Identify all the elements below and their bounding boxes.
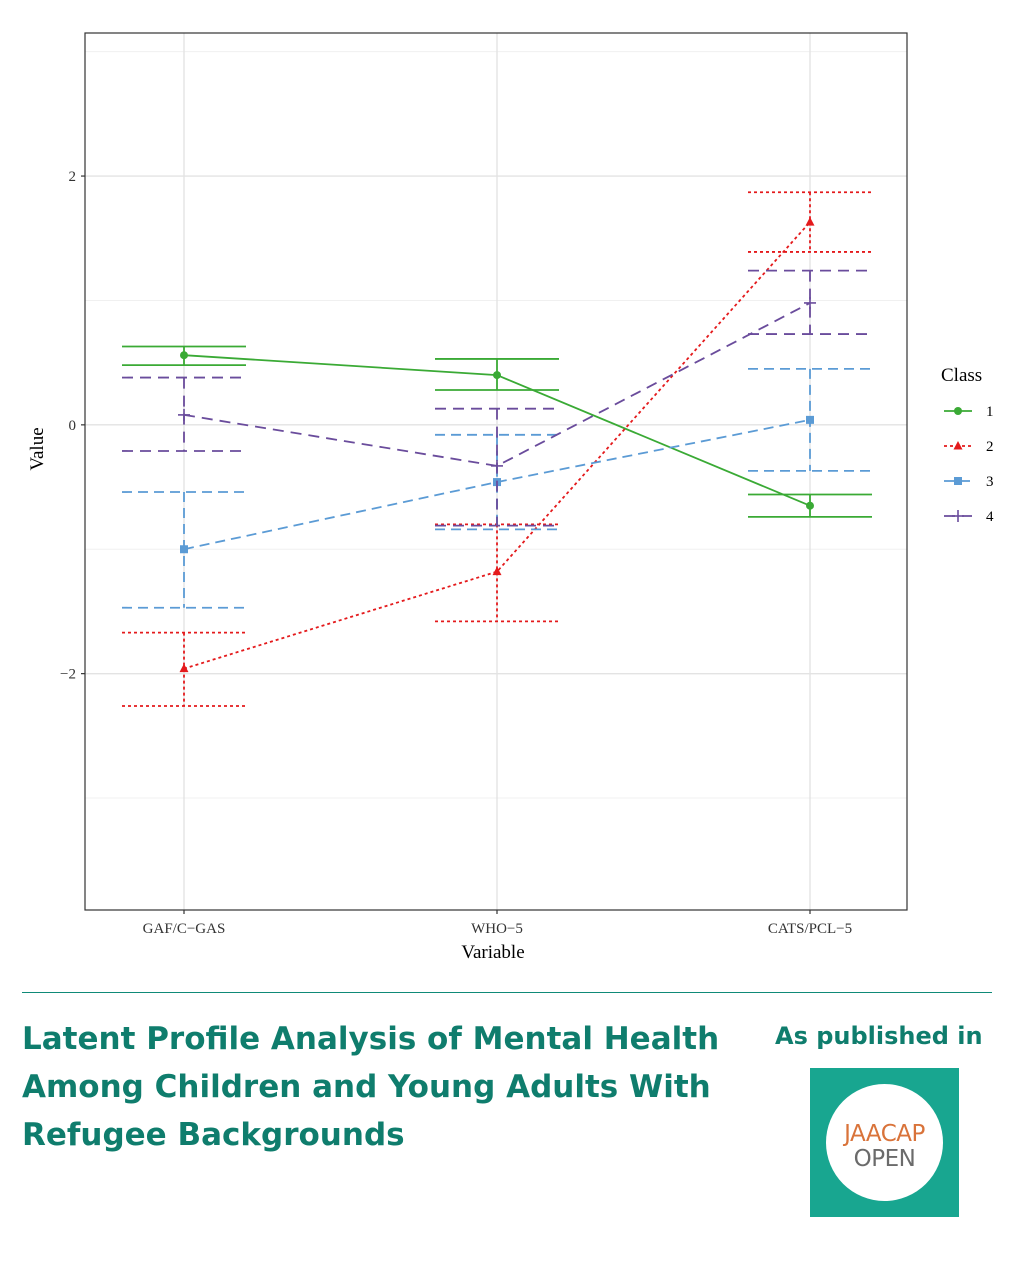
x-tick-label: GAF/C−GAS xyxy=(143,921,226,937)
y-tick-label: 0 xyxy=(69,418,77,434)
series-class-1 xyxy=(122,345,872,518)
series-class-4 xyxy=(122,269,872,527)
x-tick-label: WHO−5 xyxy=(471,921,523,937)
class-1-point xyxy=(806,501,814,510)
class-2-point xyxy=(805,217,815,226)
legend-key-marker-class-2 xyxy=(953,441,963,450)
class-1-point xyxy=(493,371,501,380)
series-layer xyxy=(122,191,872,707)
y-tick-label: 2 xyxy=(69,169,77,185)
class-4-point xyxy=(178,408,190,421)
caption-divider xyxy=(22,992,992,993)
series-class-3 xyxy=(122,367,872,609)
class-2-point xyxy=(179,663,189,673)
journal-logo: JAACAP OPEN xyxy=(810,1068,959,1217)
legend-title: Class xyxy=(941,365,982,386)
class-2-point xyxy=(492,566,502,576)
journal-logo-name: JAACAP xyxy=(844,1121,925,1147)
profile-chart: −2 0 2 GAF/C−GAS WHO−5 CATS/PCL−5 Variable Va… xyxy=(27,32,994,963)
class-4-point xyxy=(804,296,816,309)
article-title: Latent Profile Analysis of Mental Health… xyxy=(22,1015,742,1159)
article-title-line-2: Among Children and Young Adults With xyxy=(22,1069,711,1105)
series-class-2 xyxy=(122,191,872,707)
class-3-point xyxy=(806,415,814,424)
legend-label-class-3: 3 xyxy=(986,474,994,490)
journal-logo-circle: JAACAP OPEN xyxy=(826,1084,943,1201)
class-1-point xyxy=(180,351,188,360)
article-title-line-3: Refugee Backgrounds xyxy=(22,1117,405,1153)
legend-label-class-2: 2 xyxy=(986,439,994,455)
legend-label-class-4: 4 xyxy=(986,509,994,525)
legend: Class 1 2 3 4 xyxy=(941,365,994,525)
x-axis-title: Variable xyxy=(461,942,524,963)
panel-border xyxy=(84,32,908,911)
y-axis-title: Value xyxy=(27,427,48,470)
x-tick-label: CATS/PCL−5 xyxy=(768,921,852,937)
y-tick-label: −2 xyxy=(60,667,76,683)
journal-logo-subtitle: OPEN xyxy=(853,1146,916,1172)
axis-layer: −2 0 2 GAF/C−GAS WHO−5 CATS/PCL−5 xyxy=(60,169,852,937)
article-title-line-1: Latent Profile Analysis of Mental Health xyxy=(22,1021,720,1057)
class-4-point xyxy=(491,459,503,472)
legend-key-marker-class-4 xyxy=(952,510,964,522)
legend-key-marker-class-1 xyxy=(954,407,962,415)
legend-key-marker-class-3 xyxy=(954,477,962,485)
class-2-line xyxy=(183,221,811,670)
published-in-label: As published in xyxy=(775,1022,983,1050)
class-3-point xyxy=(180,545,188,554)
legend-label-class-1: 1 xyxy=(986,404,994,420)
